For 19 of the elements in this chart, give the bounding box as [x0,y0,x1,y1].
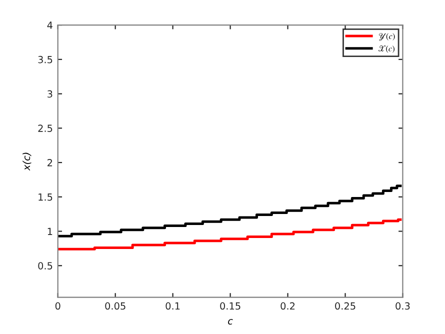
y-tick-label: 1.5 [38,194,52,201]
legend-label: 𝒳(c) [378,46,394,53]
y-tick-label: 1 [48,228,52,235]
y-tick-label: 0.5 [38,262,52,270]
x-tick-label: 0.05 [105,302,126,310]
y-tick-label: 3.5 [38,56,52,64]
x-tick-label: 0.2 [280,302,295,310]
y-tick-label: 3 [48,90,52,98]
y-tick-label: 4 [47,22,52,29]
legend-label: 𝒴(c) [378,33,395,41]
y-tick-label: 2 [48,159,52,166]
x-tick-label: 0 [55,302,60,310]
y-axis-title: x(c) [22,152,32,171]
x-tick-label: 0.25 [335,302,356,310]
x-tick-label: 0.1 [166,302,180,310]
x-tick-label: 0.3 [396,302,410,310]
x-axis-title: c [228,319,233,325]
y-tick-label: 2.5 [38,124,52,132]
x-tick-label: 0.15 [220,302,240,310]
